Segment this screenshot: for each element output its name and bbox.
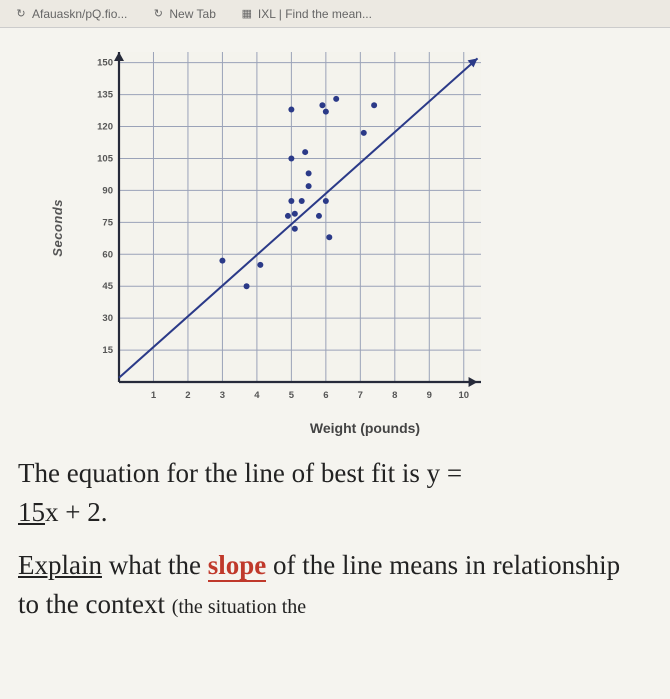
tab-label: New Tab xyxy=(169,7,215,21)
svg-text:75: 75 xyxy=(102,217,113,228)
svg-text:3: 3 xyxy=(220,390,225,401)
scatter-chart: 12345678910153045607590105120135150 xyxy=(71,38,501,418)
q-line1b: 15 xyxy=(18,497,45,527)
q-line1a: The equation for the line of best fit is… xyxy=(18,458,462,488)
svg-text:6: 6 xyxy=(323,390,328,401)
tab-1[interactable]: ↻ New Tab xyxy=(145,5,221,23)
svg-text:30: 30 xyxy=(102,313,113,324)
svg-text:60: 60 xyxy=(102,249,113,260)
ixl-icon: ▦ xyxy=(240,7,254,21)
q-explain: Explain xyxy=(18,550,102,580)
svg-text:5: 5 xyxy=(289,390,295,401)
svg-text:9: 9 xyxy=(427,390,432,401)
reload-icon: ↻ xyxy=(14,7,28,21)
svg-text:8: 8 xyxy=(392,390,397,401)
svg-text:105: 105 xyxy=(97,153,114,164)
svg-text:1: 1 xyxy=(151,390,157,401)
svg-text:7: 7 xyxy=(358,390,363,401)
x-axis-title: Weight (pounds) xyxy=(10,420,660,436)
svg-text:45: 45 xyxy=(102,281,113,292)
tab-0[interactable]: ↻ Afauaskn/pQ.fio... xyxy=(8,5,133,23)
svg-text:4: 4 xyxy=(254,390,260,401)
y-axis-title: Seconds xyxy=(50,199,65,257)
tab-label: IXL | Find the mean... xyxy=(258,7,372,21)
svg-text:120: 120 xyxy=(97,122,113,133)
svg-text:10: 10 xyxy=(458,390,469,401)
q-slope: slope xyxy=(208,550,267,582)
chart-container: Seconds 12345678910153045607590105120135… xyxy=(10,38,660,418)
q-line1c: x + 2. xyxy=(45,497,107,527)
question-text: The equation for the line of best fit is… xyxy=(10,436,660,625)
browser-tab-bar: ↻ Afauaskn/pQ.fio... ↻ New Tab ▦ IXL | F… xyxy=(0,0,670,28)
tab-2[interactable]: ▦ IXL | Find the mean... xyxy=(234,5,378,23)
page-content: Seconds 12345678910153045607590105120135… xyxy=(0,28,670,625)
svg-text:135: 135 xyxy=(97,90,114,101)
q-l2e: (the situation the xyxy=(172,596,306,618)
svg-text:90: 90 xyxy=(102,185,113,196)
svg-text:15: 15 xyxy=(102,345,113,356)
tab-label: Afauaskn/pQ.fio... xyxy=(32,7,127,21)
svg-text:2: 2 xyxy=(185,390,190,401)
q-l2b: what the xyxy=(102,550,208,580)
reload-icon: ↻ xyxy=(151,7,165,21)
svg-text:150: 150 xyxy=(97,58,113,69)
